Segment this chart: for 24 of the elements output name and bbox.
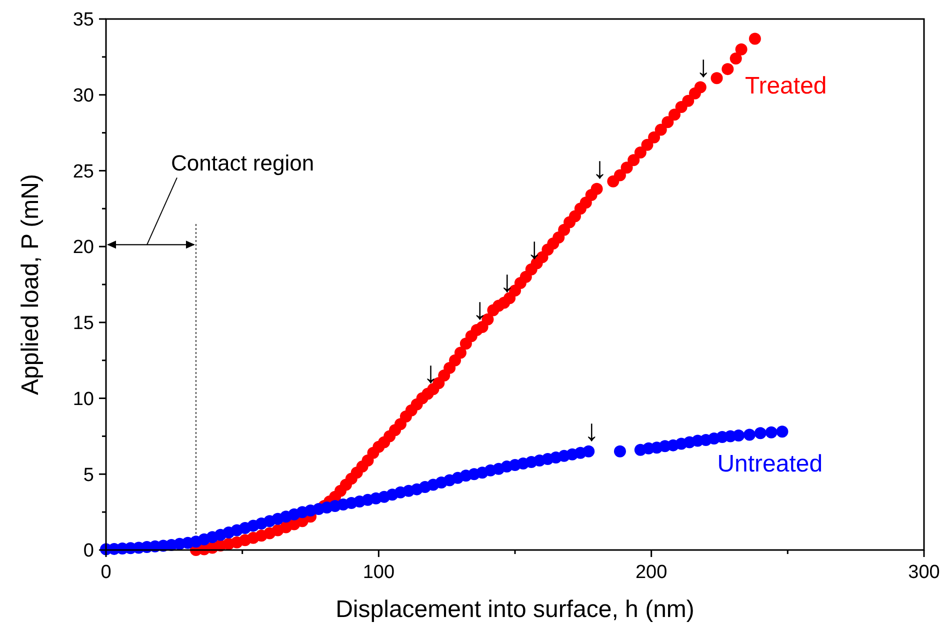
y-tick-label: 35 <box>72 10 94 31</box>
y-tick-label: 5 <box>83 464 94 486</box>
annotation: ↓ <box>423 356 438 390</box>
y-tick-label: 10 <box>72 388 94 410</box>
annotation: ↓ <box>472 293 488 326</box>
x-tick-label: 200 <box>635 562 668 583</box>
y-tick-label: 25 <box>72 161 94 182</box>
annotation: ↓ <box>696 50 711 84</box>
y-tick-label: 30 <box>72 86 94 107</box>
y-axis-title: Applied load, P (mN) <box>17 174 44 395</box>
y-tick-label: 20 <box>72 237 94 258</box>
x-axis-title: Displacement into surface, h (nm) <box>336 596 694 623</box>
annotation: ↓ <box>526 232 542 266</box>
annotation: ↓ <box>500 266 515 299</box>
y-tick-label: 0 <box>83 540 94 562</box>
y-tick-label: 15 <box>72 313 94 334</box>
annotation: ↓ <box>592 152 608 185</box>
x-tick-label: 0 <box>100 562 112 583</box>
annotation: ↓ <box>584 414 600 448</box>
x-tick-label: 100 <box>362 562 395 583</box>
ref-line-label: Contact region <box>170 150 314 176</box>
series-label: Untreated <box>717 450 823 478</box>
x-tick-label: 300 <box>908 562 940 583</box>
series-label: Treated <box>744 72 827 100</box>
